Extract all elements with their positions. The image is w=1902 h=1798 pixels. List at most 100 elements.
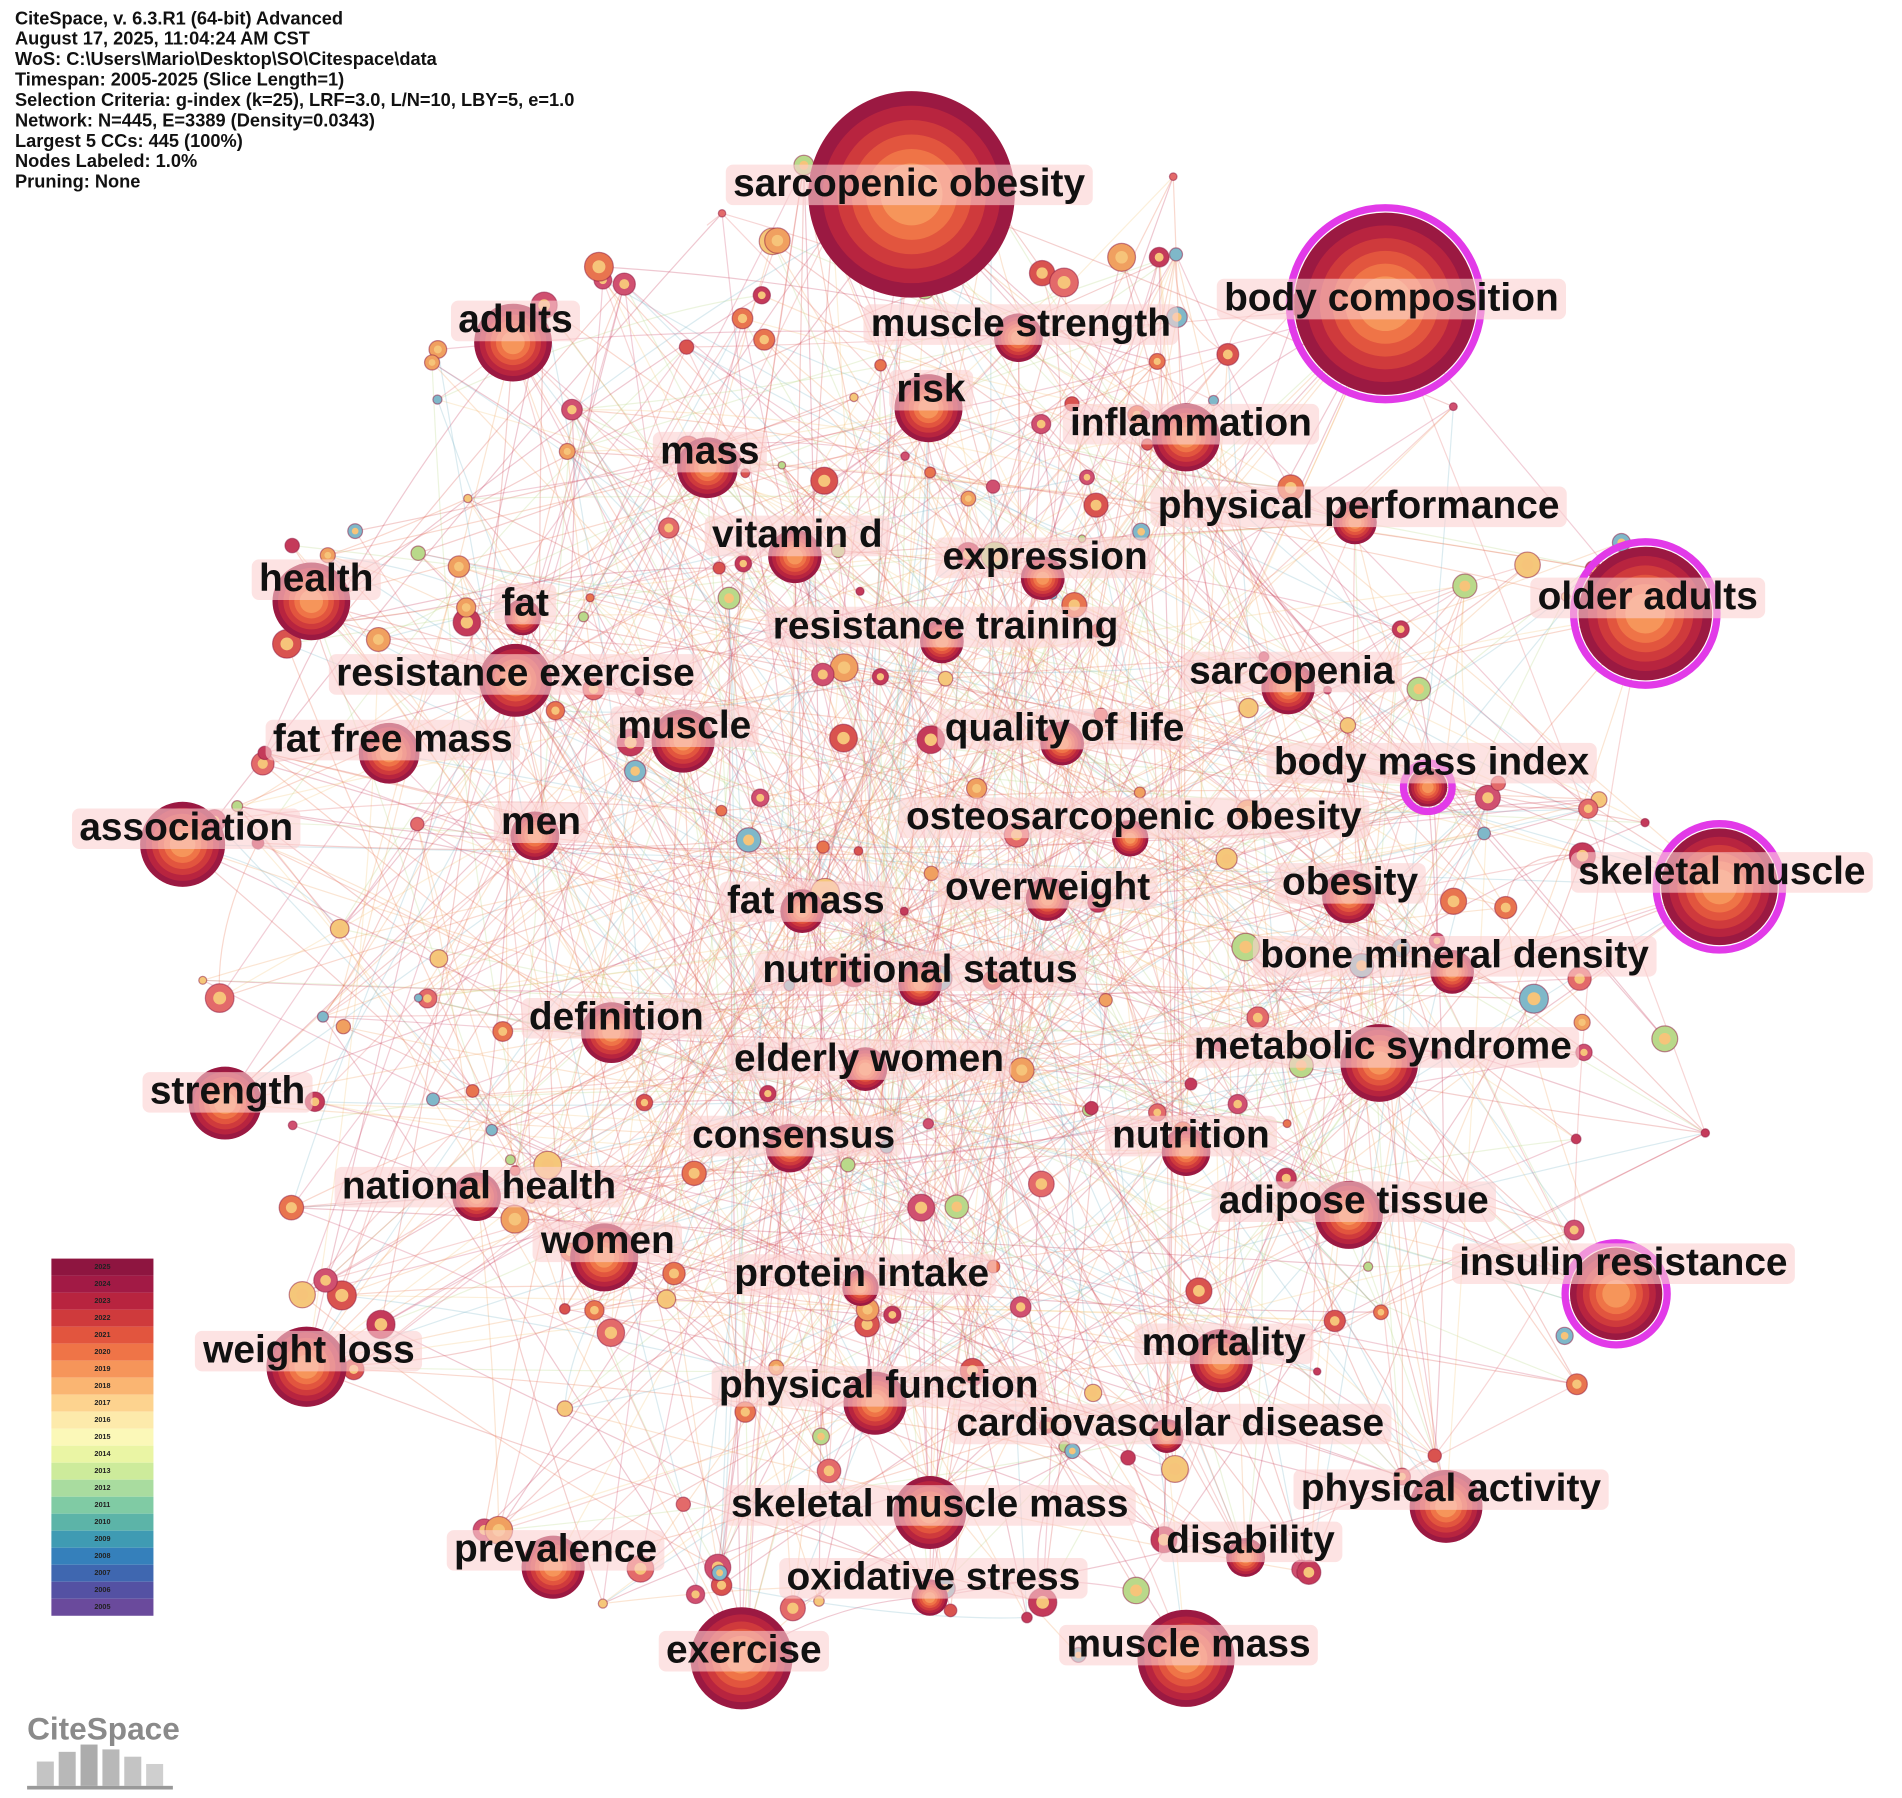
edge	[745, 353, 1229, 474]
minor-node	[284, 537, 301, 554]
header-line: Largest 5 CCs: 445 (100%)	[15, 131, 243, 151]
label-background	[765, 606, 1126, 648]
minor-node-core	[1068, 1447, 1076, 1455]
edge	[290, 616, 524, 1208]
edge	[929, 471, 1083, 540]
edge	[643, 437, 1187, 1103]
edge	[1071, 403, 1429, 788]
minor-node-core	[257, 758, 268, 769]
edge	[301, 872, 932, 1296]
edge	[634, 770, 940, 979]
edge	[1220, 596, 1567, 1361]
minor-node-core	[1658, 1032, 1671, 1045]
minor-node-core	[1036, 419, 1046, 429]
minor-node-core	[460, 616, 473, 629]
label-background	[142, 1072, 313, 1113]
minor-node-core	[737, 313, 748, 324]
edge	[931, 689, 1328, 874]
minor-node	[1700, 1128, 1711, 1138]
legend-swatch	[51, 1394, 154, 1412]
edge	[920, 303, 1386, 1209]
edge	[1062, 742, 1589, 810]
edge	[432, 1098, 1094, 1394]
edge	[859, 554, 969, 1288]
label-background	[1181, 651, 1403, 693]
minor-node	[715, 804, 728, 817]
minor-node-core	[1459, 580, 1471, 592]
edge	[458, 566, 1028, 1618]
edge	[514, 678, 946, 1220]
minor-node	[413, 993, 424, 1003]
logo-bar	[124, 1756, 142, 1786]
minor-node-core	[817, 1432, 825, 1441]
minor-node	[712, 561, 726, 575]
minor-node-core	[1244, 703, 1253, 713]
edge	[514, 280, 604, 681]
minor-node-core	[862, 1304, 873, 1315]
logo-bar	[146, 1763, 164, 1786]
edge	[801, 423, 1042, 912]
legend-year: 2009	[94, 1534, 110, 1543]
edge	[264, 342, 514, 754]
edge	[911, 193, 1429, 788]
minor-node-core	[1222, 349, 1233, 360]
edge	[602, 279, 1131, 839]
edge	[314, 1101, 1578, 1385]
legend-swatch	[51, 1292, 154, 1310]
edge	[1086, 477, 1350, 1216]
edge	[598, 266, 1371, 1094]
edge	[1245, 1093, 1371, 1558]
edge	[1348, 629, 1402, 1215]
legend-year: 2006	[94, 1585, 110, 1594]
legend-year: 2016	[94, 1415, 110, 1424]
edge	[514, 354, 1229, 1220]
edge	[1166, 1132, 1706, 1437]
edge	[569, 641, 943, 1253]
edge	[665, 563, 744, 1300]
minor-node	[1477, 826, 1492, 841]
label-background	[521, 997, 712, 1039]
edge	[465, 607, 532, 1200]
minor-node-core	[837, 731, 850, 745]
edge	[466, 621, 1022, 1308]
edge	[552, 1069, 1023, 1568]
label-background	[684, 1115, 903, 1157]
minor-node	[335, 1018, 352, 1035]
minor-node-core	[640, 1098, 649, 1107]
node-label: nutritional status	[762, 948, 1077, 991]
minor-node	[1098, 992, 1113, 1008]
edge	[1354, 522, 1507, 908]
minor-node-core	[1527, 992, 1541, 1006]
edge	[417, 467, 708, 999]
header-line: August 17, 2025, 11:04:24 AM CST	[15, 29, 310, 49]
label-background	[725, 164, 1093, 206]
edge	[763, 339, 1102, 715]
minor-node-core	[213, 991, 227, 1005]
edge	[610, 598, 730, 1333]
edge	[1097, 901, 1350, 1216]
edge	[341, 303, 1386, 1296]
edge	[864, 1068, 1165, 1541]
edge	[721, 1584, 1027, 1619]
minor-node-core	[1153, 357, 1161, 366]
minor-node-core	[1578, 1018, 1586, 1027]
minor-node-core	[1521, 559, 1534, 571]
legend-swatch	[51, 1496, 154, 1514]
label-background	[610, 706, 759, 747]
label-background	[937, 708, 1192, 750]
edge	[564, 1107, 1092, 1310]
minor-node-core	[1016, 1064, 1028, 1076]
edge	[1300, 1065, 1575, 1231]
label-background	[726, 1039, 1012, 1080]
edge	[571, 409, 1088, 478]
edge	[498, 1386, 874, 1531]
edge	[706, 212, 723, 226]
minor-node-core	[876, 673, 885, 681]
minor-node-core	[335, 1288, 349, 1302]
minor-node-core	[664, 523, 674, 533]
edge	[218, 842, 259, 999]
node-label: mortality	[1142, 1321, 1306, 1364]
edge	[236, 567, 720, 807]
node-label: overweight	[945, 866, 1150, 909]
minor-node-core	[1344, 721, 1352, 729]
